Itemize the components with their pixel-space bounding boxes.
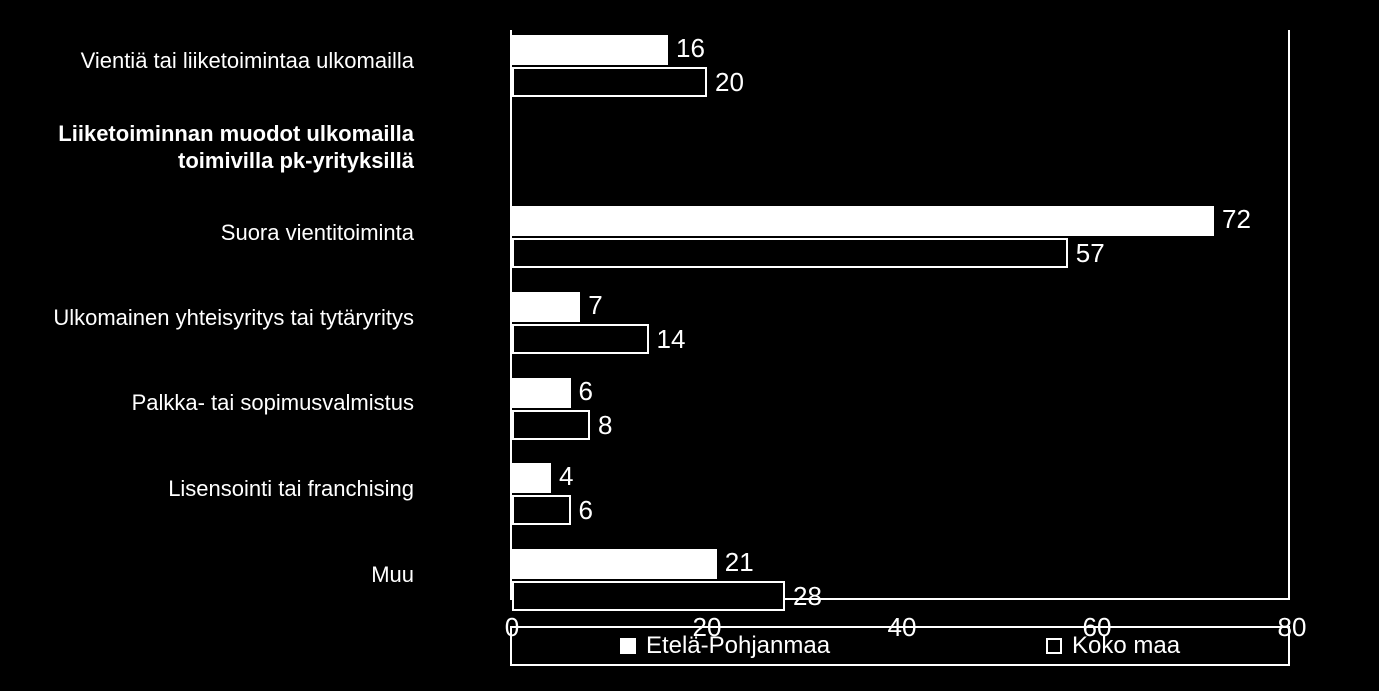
bar-etela	[512, 463, 551, 493]
bar-etela	[512, 206, 1214, 236]
value-label: 28	[793, 581, 822, 612]
legend-label: Koko maa	[1072, 632, 1180, 660]
category-label: Lisensointi tai franchising	[168, 476, 414, 502]
legend-item-koko: Koko maa	[1046, 632, 1180, 660]
value-label: 21	[725, 547, 754, 578]
bar-etela	[512, 378, 571, 408]
legend-label: Etelä-Pohjanmaa	[646, 632, 830, 660]
category-header-line1: Liiketoiminnan muodot ulkomailla	[58, 121, 414, 147]
plot-area	[510, 30, 1290, 600]
category-label: Suora vientitoiminta	[221, 220, 414, 246]
value-label: 57	[1076, 238, 1105, 269]
value-label: 7	[588, 290, 602, 321]
chart-container: Vientiä tai liiketoimintaa ulkomailla 16…	[20, 20, 1319, 671]
category-header-line2: toimivilla pk-yrityksillä	[178, 148, 414, 174]
legend-swatch-koko	[1046, 638, 1062, 654]
bar-koko	[512, 238, 1068, 268]
bar-etela	[512, 549, 717, 579]
bar-koko	[512, 324, 649, 354]
value-label: 20	[715, 67, 744, 98]
category-label: Palkka- tai sopimusvalmistus	[132, 390, 414, 416]
value-label: 4	[559, 461, 573, 492]
legend-swatch-etela	[620, 638, 636, 654]
bar-etela	[512, 292, 580, 322]
value-label: 16	[676, 33, 705, 64]
bar-etela	[512, 35, 668, 65]
legend-item-etela: Etelä-Pohjanmaa	[620, 632, 830, 660]
category-label: Ulkomainen yhteisyritys tai tytäryritys	[53, 305, 414, 331]
value-label: 6	[579, 376, 593, 407]
value-label: 72	[1222, 204, 1251, 235]
category-label: Vientiä tai liiketoimintaa ulkomailla	[81, 48, 414, 74]
value-label: 8	[598, 410, 612, 441]
bar-koko	[512, 410, 590, 440]
bar-koko	[512, 67, 707, 97]
legend: Etelä-Pohjanmaa Koko maa	[510, 626, 1290, 666]
bar-koko	[512, 495, 571, 525]
category-label: Muu	[371, 562, 414, 588]
value-label: 6	[579, 495, 593, 526]
value-label: 14	[657, 324, 686, 355]
bar-koko	[512, 581, 785, 611]
